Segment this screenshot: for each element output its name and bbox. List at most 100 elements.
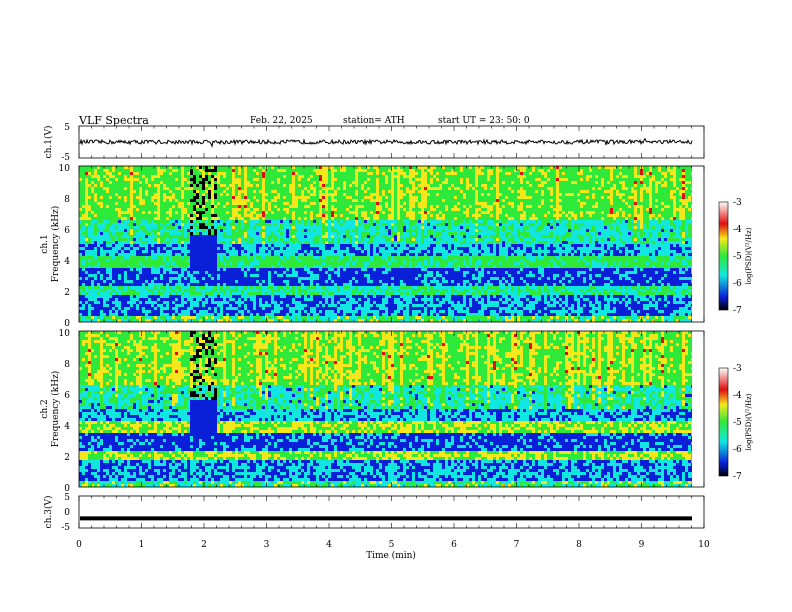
spectrogram-cell [196, 256, 199, 260]
spectrogram-cell [334, 172, 337, 176]
spectrogram-cell [283, 319, 286, 323]
spectrogram-cell [286, 247, 289, 251]
spectrogram-cell [283, 184, 286, 188]
spectrogram-cell [349, 250, 352, 254]
spectrogram-cell [349, 238, 352, 242]
spectrogram-cell [346, 232, 349, 236]
spectrogram-cell [316, 184, 319, 188]
spectrogram-cell [187, 259, 190, 263]
spectrogram-cell [193, 169, 196, 173]
spectrogram-cell [184, 193, 187, 197]
spectrogram-cell [208, 316, 211, 320]
spectrogram-cell [337, 301, 340, 305]
spectrogram-cell [310, 214, 313, 218]
spectrogram-cell [295, 229, 298, 233]
spectrogram-cell [148, 256, 151, 260]
spectrogram-cell [331, 196, 334, 200]
spectrogram-cell [361, 259, 364, 263]
spectrogram-cell [139, 214, 142, 218]
spectrogram-cell [217, 235, 220, 239]
spectrogram-cell [133, 220, 136, 224]
spectrogram-cell [325, 280, 328, 284]
spectrogram-cell [343, 313, 346, 317]
spectrogram-cell [166, 247, 169, 251]
spectrogram-cell [184, 196, 187, 200]
spectrogram-cell [136, 310, 139, 314]
spectrogram-cell [139, 271, 142, 275]
spectrogram-cell [184, 265, 187, 269]
spectrogram-cell [220, 268, 223, 272]
spectrogram-cell [142, 274, 145, 278]
spectrogram-cell [244, 184, 247, 188]
spectrogram-cell [295, 175, 298, 179]
spectrogram-cell [100, 286, 103, 290]
spectrogram-cell [238, 232, 241, 236]
spectrogram-cell [109, 247, 112, 251]
spectrogram-cell [178, 319, 181, 323]
spectrogram-cell [253, 253, 256, 257]
spectrogram-cell [85, 235, 88, 239]
spectrogram-cell [94, 292, 97, 296]
spectrogram-cell [277, 184, 280, 188]
spectrogram-cell [154, 298, 157, 302]
spectrogram-cell [88, 298, 91, 302]
spectrogram-cell [259, 169, 262, 173]
spectrogram-cell [322, 313, 325, 317]
spectrogram-cell [343, 241, 346, 245]
spectrogram-cell [214, 304, 217, 308]
spectrogram-cell [307, 313, 310, 317]
spectrogram-cell [244, 244, 247, 248]
spectrogram-cell [262, 265, 265, 269]
spectrogram-cell [304, 319, 307, 323]
spectrogram-cell [211, 319, 214, 323]
spectrogram-cell [319, 244, 322, 248]
spectrogram-cell [268, 244, 271, 248]
spectrogram-cell [133, 196, 136, 200]
spectrogram-cell [193, 250, 196, 254]
spectrogram-cell [160, 229, 163, 233]
spectrogram-cell [274, 307, 277, 311]
spectrogram-cell [229, 196, 232, 200]
spectrogram-cell [361, 238, 364, 242]
spectrogram-cell [193, 277, 196, 281]
spectrogram-cell [184, 241, 187, 245]
spectrogram-cell [217, 268, 220, 272]
spectrogram-cell [250, 187, 253, 191]
spectrogram-cell [349, 319, 352, 323]
spectrogram-cell [286, 169, 289, 173]
spectrogram-cell [289, 193, 292, 197]
spectrogram-cell [112, 220, 115, 224]
spectrogram-cell [130, 178, 133, 182]
spectrogram-cell [202, 232, 205, 236]
spectrogram-cell [262, 271, 265, 275]
spectrogram-cell [361, 313, 364, 317]
spectrogram-cell [88, 301, 91, 305]
spectrogram-cell [238, 202, 241, 206]
spectrogram-cell [193, 238, 196, 242]
spectrogram-cell [166, 169, 169, 173]
spectrogram-cell [358, 205, 361, 209]
spectrogram-cell [214, 199, 217, 203]
spectrogram-cell [322, 223, 325, 227]
spectrogram-cell [316, 298, 319, 302]
spectrogram-cell [208, 208, 211, 212]
spectrogram-cell [187, 238, 190, 242]
spectrogram-cell [241, 169, 244, 173]
spectrogram-cell [319, 202, 322, 206]
spectrogram-cell [214, 286, 217, 290]
spectrogram-cell [214, 289, 217, 293]
spectrogram-cell [250, 310, 253, 314]
spectrogram-cell [226, 280, 229, 284]
spectrogram-cell [190, 271, 193, 275]
spectrogram-cell [124, 169, 127, 173]
spectrogram-cell [241, 253, 244, 257]
spectrogram-cell [262, 244, 265, 248]
spectrogram-cell [265, 271, 268, 275]
spectrogram-cell [208, 166, 211, 170]
spectrogram-cell [112, 319, 115, 323]
spectrogram-cell [283, 220, 286, 224]
spectrogram-cell [157, 319, 160, 323]
spectrogram-cell [322, 175, 325, 179]
spectrogram-cell [187, 202, 190, 206]
spectrogram-cell [313, 271, 316, 275]
